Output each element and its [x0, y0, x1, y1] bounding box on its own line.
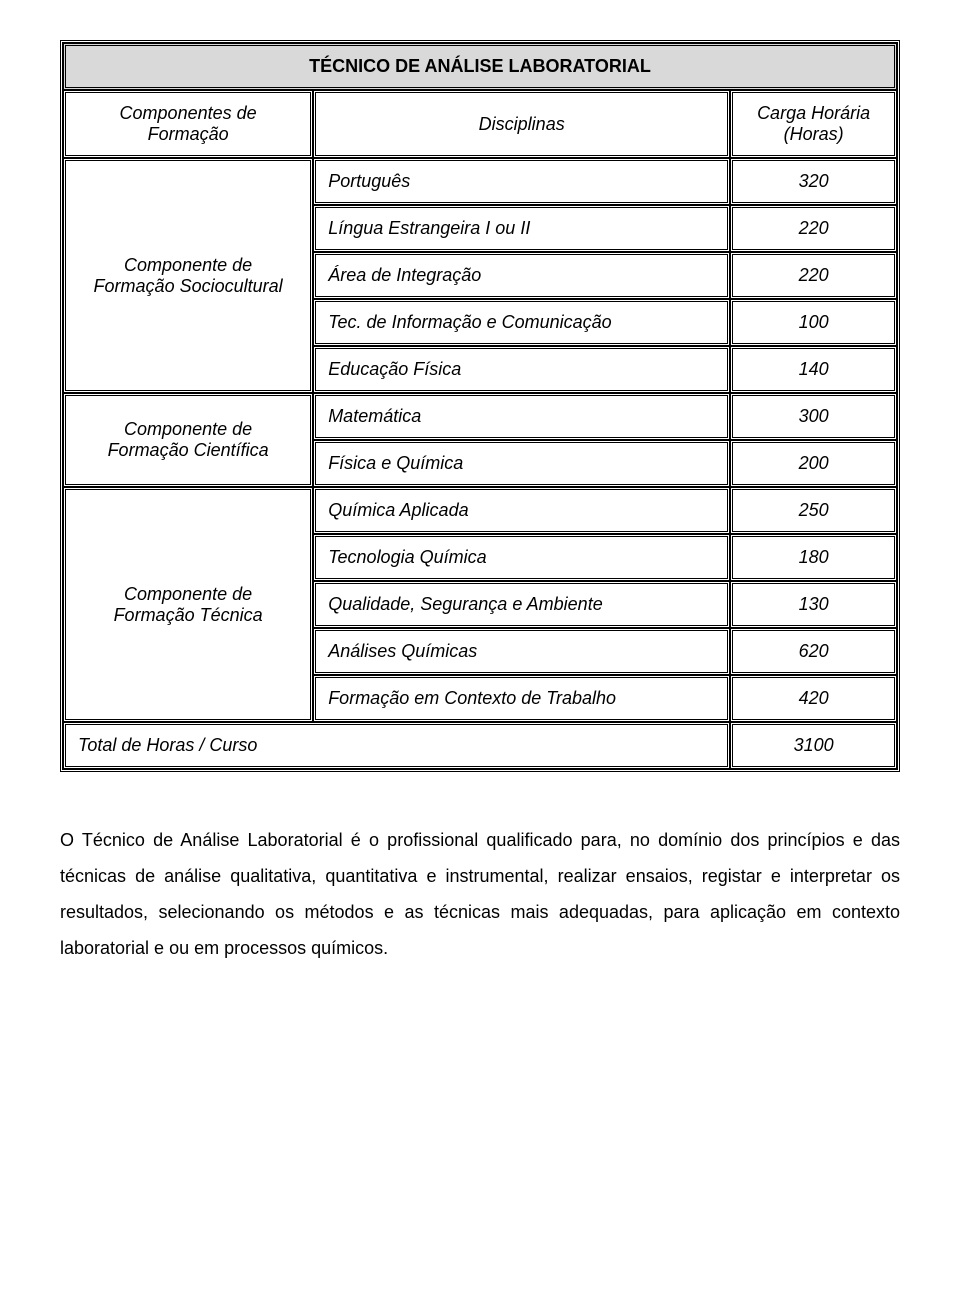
group-label: Componente de Formação Científica [63, 393, 313, 487]
col-header-hours-line1: Carga Horária [757, 103, 870, 123]
total-row: Total de Horas / Curso 3100 [63, 722, 897, 769]
hours-cell: 620 [730, 628, 897, 675]
hours-cell: 140 [730, 346, 897, 393]
group-label-line1: Componente de [124, 255, 252, 275]
group-label-line1: Componente de [124, 419, 252, 439]
discipline-cell: Língua Estrangeira I ou II [313, 205, 730, 252]
discipline-cell: Física e Química [313, 440, 730, 487]
group-label-line2: Formação Sociocultural [94, 276, 283, 296]
total-value: 3100 [730, 722, 897, 769]
table-title: TÉCNICO DE ANÁLISE LABORATORIAL [63, 43, 897, 90]
group-label: Componente de Formação Sociocultural [63, 158, 313, 393]
description-paragraph: O Técnico de Análise Laboratorial é o pr… [60, 822, 900, 966]
discipline-cell: Matemática [313, 393, 730, 440]
group-label-line2: Formação Técnica [114, 605, 263, 625]
discipline-cell: Química Aplicada [313, 487, 730, 534]
col-header-hours: Carga Horária (Horas) [730, 90, 897, 158]
hours-cell: 100 [730, 299, 897, 346]
discipline-cell: Análises Químicas [313, 628, 730, 675]
discipline-cell: Formação em Contexto de Trabalho [313, 675, 730, 722]
hours-cell: 130 [730, 581, 897, 628]
col-header-components: Componentes de Formação [63, 90, 313, 158]
discipline-cell: Educação Física [313, 346, 730, 393]
hours-cell: 320 [730, 158, 897, 205]
table-row: Componente de Formação Sociocultural Por… [63, 158, 897, 205]
col-header-disciplines: Disciplinas [313, 90, 730, 158]
total-label: Total de Horas / Curso [63, 722, 730, 769]
hours-cell: 220 [730, 205, 897, 252]
discipline-cell: Tec. de Informação e Comunicação [313, 299, 730, 346]
discipline-cell: Português [313, 158, 730, 205]
discipline-cell: Área de Integração [313, 252, 730, 299]
group-label-line1: Componente de [124, 584, 252, 604]
col-header-hours-line2: (Horas) [784, 124, 844, 144]
curriculum-table: TÉCNICO DE ANÁLISE LABORATORIAL Componen… [60, 40, 900, 772]
hours-cell: 250 [730, 487, 897, 534]
col-header-components-line2: Formação [148, 124, 229, 144]
table-row: Componente de Formação Técnica Química A… [63, 487, 897, 534]
discipline-cell: Tecnologia Química [313, 534, 730, 581]
group-label: Componente de Formação Técnica [63, 487, 313, 722]
table-row: Componente de Formação Científica Matemá… [63, 393, 897, 440]
hours-cell: 420 [730, 675, 897, 722]
group-label-line2: Formação Científica [108, 440, 269, 460]
col-header-components-line1: Componentes de [120, 103, 257, 123]
hours-cell: 300 [730, 393, 897, 440]
hours-cell: 200 [730, 440, 897, 487]
discipline-cell: Qualidade, Segurança e Ambiente [313, 581, 730, 628]
hours-cell: 220 [730, 252, 897, 299]
hours-cell: 180 [730, 534, 897, 581]
